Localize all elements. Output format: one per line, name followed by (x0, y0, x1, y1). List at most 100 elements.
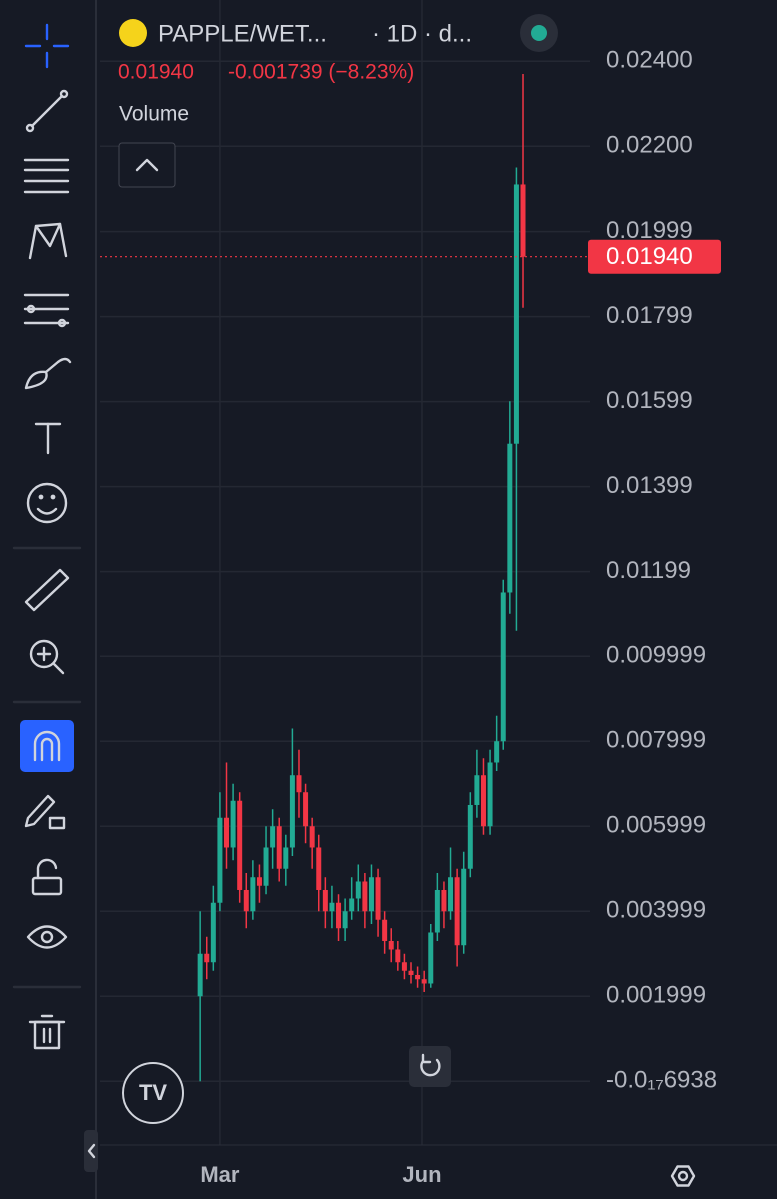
volume-legend: Volume (119, 103, 189, 126)
candle-body (461, 868, 467, 946)
candle-body (388, 940, 394, 950)
symbol-title[interactable]: PAPPLE/WET... (158, 20, 327, 47)
magnet-icon (33, 730, 61, 762)
candle-body (434, 889, 440, 933)
candle-body (256, 877, 262, 886)
candle-body (243, 889, 249, 912)
candle-body (362, 881, 368, 912)
y-tick-label: -0.0₁₇6938 (606, 1067, 717, 1094)
collapse-legend-icon (135, 158, 159, 172)
axes: 0.02400 0.02200 0.01999 0.01799 0.01599 0.013… (200, 47, 721, 1187)
candle-body (520, 184, 526, 257)
candle-body (342, 911, 348, 929)
lock-drawing-tool[interactable] (24, 794, 66, 830)
candle-body (276, 826, 282, 869)
candle-body (507, 443, 513, 593)
y-tick-label: 0.005999 (606, 812, 706, 839)
candle-body (474, 775, 480, 805)
collapse-toolbar[interactable] (84, 1130, 98, 1172)
pattern-tool[interactable] (28, 222, 68, 260)
candle-body (217, 817, 223, 903)
collapse-legend[interactable] (118, 142, 176, 188)
trend-line-tool[interactable] (25, 89, 69, 133)
candle-body (448, 877, 454, 912)
candle-body (237, 800, 243, 890)
candle-body (382, 919, 388, 941)
candle-body (329, 902, 335, 912)
last-price-box (588, 239, 721, 274)
text-tool[interactable] (34, 422, 62, 455)
reset-button[interactable] (409, 1046, 451, 1087)
plot (100, 73, 590, 1082)
candle-body (349, 898, 355, 912)
candle-body (428, 932, 434, 984)
emoji-tool[interactable] (26, 482, 68, 524)
candle-body (303, 792, 309, 827)
candle-body (204, 953, 210, 963)
crosshair-tool[interactable] (24, 23, 70, 69)
delete-tool[interactable] (28, 1014, 66, 1050)
candle-body (368, 877, 374, 912)
y-tick-label: 0.003999 (606, 897, 706, 924)
y-tick-label: 0.007999 (606, 727, 706, 754)
candle-body (296, 775, 302, 793)
brush-tool[interactable] (24, 357, 72, 390)
candle-body (316, 847, 322, 890)
candle-body (421, 979, 427, 984)
candle-body (289, 775, 295, 848)
y-tick-label: 0.01199 (606, 557, 691, 584)
toolbar-icons (12, 23, 82, 1050)
last-price: 0.01940 (118, 61, 194, 84)
candle-body (336, 902, 342, 929)
interval[interactable]: · 1D · d... (372, 20, 472, 47)
candle-body (395, 949, 401, 963)
y-tick-label: 0.01799 (606, 302, 693, 329)
magnet-tool[interactable] (20, 720, 74, 772)
candle-body (322, 889, 328, 912)
candle-body (309, 826, 315, 848)
candle-body (270, 826, 276, 848)
candle-body (441, 889, 447, 912)
y-tick-label: 0.001999 (606, 982, 706, 1009)
candle-body (500, 592, 506, 742)
candle-body (467, 804, 473, 869)
ruler-tool[interactable] (24, 568, 70, 612)
y-tick-label: 0.02200 (606, 132, 693, 159)
candle-body (494, 741, 500, 763)
candle-body (283, 847, 289, 869)
tv-logo (122, 1062, 184, 1124)
candle-body (250, 877, 256, 912)
status-dot (531, 25, 547, 41)
candle-body (230, 800, 236, 848)
y-tick-label: 0.01399 (606, 472, 693, 499)
candle-body (487, 762, 493, 827)
candle-body (513, 184, 519, 444)
candle-body (408, 970, 414, 975)
x-tick-label: Mar (200, 1162, 240, 1187)
eye-tool[interactable] (26, 925, 68, 949)
candle-body (454, 877, 460, 946)
lines-tool[interactable] (23, 158, 70, 194)
symbol-logo (119, 19, 147, 47)
lock-tool[interactable] (31, 858, 63, 896)
y-tick-label: 0.02400 (606, 47, 693, 74)
candle-body (480, 775, 486, 827)
candle-body (415, 974, 421, 980)
fib-tool[interactable] (23, 293, 70, 328)
toolbar (0, 0, 96, 1199)
candle-body (210, 902, 216, 963)
y-tick-label: 0.01599 (606, 387, 693, 414)
reset-icon (420, 1053, 441, 1077)
y-tick-label: 0.009999 (606, 642, 706, 669)
settings-button[interactable] (670, 1165, 696, 1187)
y-tick-label: 0.01999 (606, 217, 693, 244)
candle-body (375, 877, 381, 920)
price-change: -0.001739 (−8.23%) (228, 61, 414, 84)
grid (100, 0, 590, 1145)
zoom-tool[interactable] (29, 639, 65, 675)
last-price-label: 0.01940 (606, 243, 693, 270)
collapse-icon (87, 1143, 96, 1159)
